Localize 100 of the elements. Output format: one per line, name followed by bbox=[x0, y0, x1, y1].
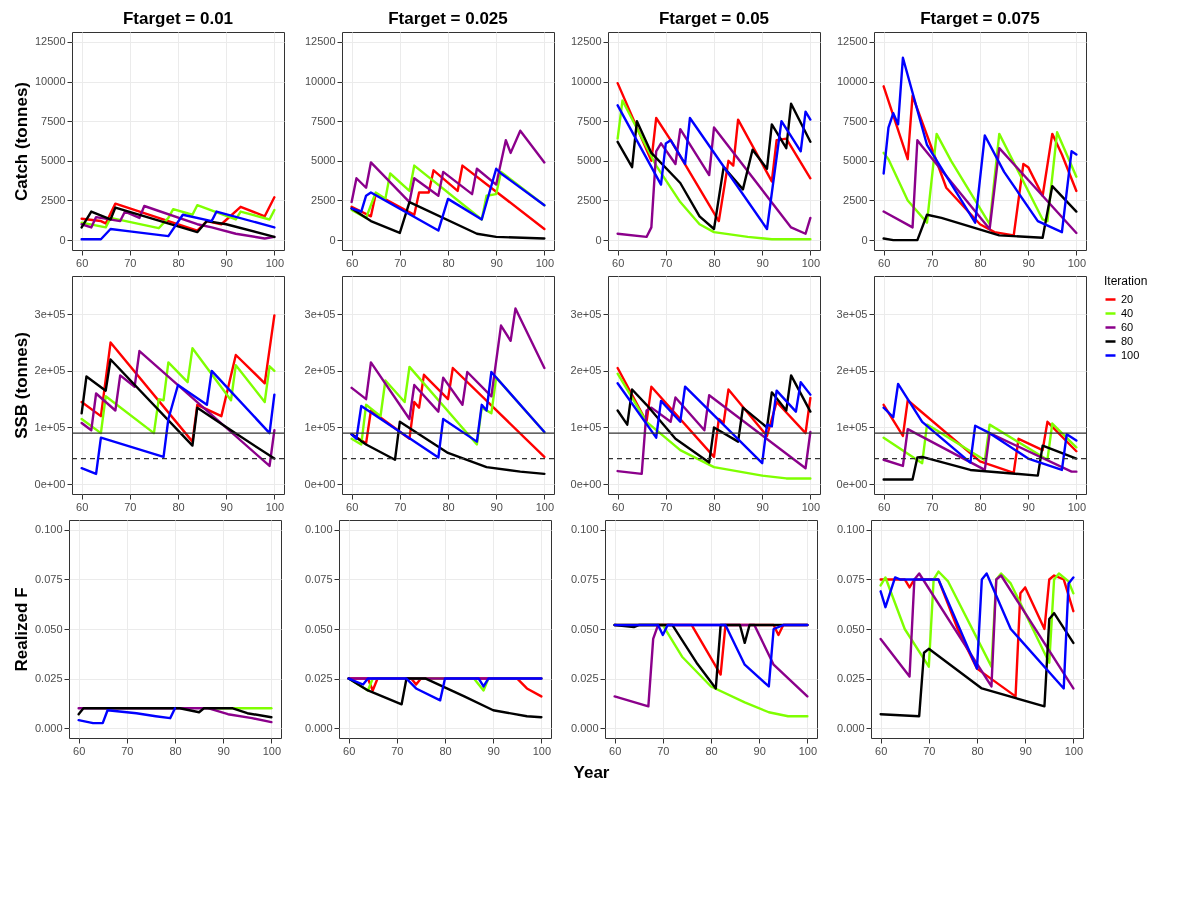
y-tick-label: 2e+05 bbox=[34, 364, 66, 377]
chart-title: Ftarget = 0.075 bbox=[920, 9, 1040, 28]
y-tick-label: 1e+05 bbox=[304, 420, 336, 433]
y-tick-label: 0.000 bbox=[34, 721, 63, 734]
y-tick-label: 10000 bbox=[304, 75, 336, 88]
x-tick-label: 100 bbox=[535, 256, 555, 269]
x-tick-label: 90 bbox=[1022, 256, 1035, 269]
x-tick-label: 100 bbox=[798, 744, 818, 757]
x-tick-label: 60 bbox=[612, 256, 625, 269]
y-axis-title: Realized F bbox=[11, 587, 31, 672]
legend-title: Iteration bbox=[1104, 274, 1148, 288]
x-tick-label: 80 bbox=[974, 500, 987, 513]
y-tick-label: 3e+05 bbox=[570, 307, 602, 320]
y-tick-label: 0.000 bbox=[304, 721, 333, 734]
x-tick-label: 70 bbox=[124, 256, 137, 269]
legend-label: 100 bbox=[1121, 348, 1140, 361]
y-tick-label: 10000 bbox=[34, 75, 66, 88]
y-tick-label: 10000 bbox=[570, 75, 602, 88]
y-tick-label: 0 bbox=[59, 233, 66, 246]
y-tick-label: 3e+05 bbox=[304, 307, 336, 320]
x-tick-label: 70 bbox=[124, 500, 137, 513]
y-tick-label: 2500 bbox=[311, 193, 336, 206]
y-tick-label: 0.100 bbox=[570, 523, 599, 536]
x-tick-label: 100 bbox=[532, 744, 552, 757]
y-tick-label: 5000 bbox=[577, 154, 602, 167]
x-tick-label: 100 bbox=[535, 500, 555, 513]
chart-title: Ftarget = 0.05 bbox=[658, 9, 770, 28]
y-tick-label: 0.100 bbox=[34, 523, 63, 536]
x-tick-label: 70 bbox=[394, 256, 407, 269]
y-tick-label: 0e+00 bbox=[304, 477, 336, 490]
x-tick-label: 60 bbox=[343, 744, 356, 757]
x-tick-label: 80 bbox=[439, 744, 452, 757]
x-tick-label: 100 bbox=[265, 256, 285, 269]
y-tick-label: 0.075 bbox=[304, 572, 333, 585]
y-tick-label: 7500 bbox=[311, 114, 336, 127]
y-axis-title: SSB (tonnes) bbox=[11, 332, 31, 439]
x-tick-label: 60 bbox=[346, 500, 359, 513]
legend-label: 40 bbox=[1121, 306, 1134, 319]
y-tick-label: 0 bbox=[329, 233, 336, 246]
y-tick-label: 0.050 bbox=[34, 622, 63, 635]
y-tick-label: 0 bbox=[595, 233, 602, 246]
x-tick-label: 70 bbox=[391, 744, 404, 757]
legend-label: 60 bbox=[1121, 320, 1134, 333]
y-tick-label: 12500 bbox=[570, 35, 602, 48]
y-tick-label: 0.000 bbox=[836, 721, 865, 734]
y-tick-label: 7500 bbox=[41, 114, 66, 127]
x-tick-label: 80 bbox=[971, 744, 984, 757]
y-tick-label: 12500 bbox=[836, 35, 868, 48]
x-tick-label: 60 bbox=[76, 256, 89, 269]
y-tick-label: 1e+05 bbox=[836, 420, 868, 433]
x-tick-label: 100 bbox=[262, 744, 282, 757]
x-tick-label: 100 bbox=[1064, 744, 1084, 757]
y-tick-label: 0.050 bbox=[570, 622, 599, 635]
x-tick-label: 80 bbox=[705, 744, 718, 757]
y-tick-label: 2e+05 bbox=[570, 364, 602, 377]
x-tick-label: 70 bbox=[926, 500, 939, 513]
y-tick-label: 0e+00 bbox=[34, 477, 66, 490]
y-tick-label: 1e+05 bbox=[34, 420, 66, 433]
x-tick-label: 80 bbox=[442, 256, 455, 269]
y-tick-label: 0.100 bbox=[836, 523, 865, 536]
chart-title: Ftarget = 0.01 bbox=[122, 9, 234, 28]
y-tick-label: 2e+05 bbox=[836, 364, 868, 377]
y-tick-label: 2500 bbox=[577, 193, 602, 206]
y-tick-label: 10000 bbox=[836, 75, 868, 88]
x-tick-label: 60 bbox=[609, 744, 622, 757]
y-tick-label: 0.100 bbox=[304, 523, 333, 536]
x-tick-label: 80 bbox=[708, 256, 721, 269]
y-tick-label: 2500 bbox=[843, 193, 868, 206]
legend-label: 80 bbox=[1121, 334, 1134, 347]
y-tick-label: 12500 bbox=[304, 35, 336, 48]
x-tick-label: 80 bbox=[974, 256, 987, 269]
y-axis-title: Catch (tonnes) bbox=[11, 82, 31, 201]
x-tick-label: 90 bbox=[220, 256, 233, 269]
x-tick-label: 70 bbox=[121, 744, 134, 757]
x-tick-label: 70 bbox=[660, 256, 673, 269]
x-tick-label: 60 bbox=[612, 500, 625, 513]
x-tick-label: 90 bbox=[756, 256, 769, 269]
y-tick-label: 0.050 bbox=[304, 622, 333, 635]
x-tick-label: 60 bbox=[875, 744, 888, 757]
y-tick-label: 3e+05 bbox=[836, 307, 868, 320]
x-tick-label: 80 bbox=[169, 744, 182, 757]
x-tick-label: 90 bbox=[1019, 744, 1032, 757]
x-tick-label: 100 bbox=[801, 500, 821, 513]
y-tick-label: 0e+00 bbox=[570, 477, 602, 490]
y-tick-label: 0.075 bbox=[34, 572, 63, 585]
y-tick-label: 2500 bbox=[41, 193, 66, 206]
y-tick-label: 7500 bbox=[843, 114, 868, 127]
x-tick-label: 90 bbox=[490, 500, 503, 513]
x-tick-label: 60 bbox=[76, 500, 89, 513]
x-tick-label: 90 bbox=[487, 744, 500, 757]
y-tick-label: 5000 bbox=[41, 154, 66, 167]
x-tick-label: 70 bbox=[657, 744, 670, 757]
y-tick-label: 12500 bbox=[34, 35, 66, 48]
x-tick-label: 90 bbox=[490, 256, 503, 269]
y-tick-label: 0.025 bbox=[836, 672, 865, 685]
x-tick-label: 90 bbox=[1022, 500, 1035, 513]
y-tick-label: 2e+05 bbox=[304, 364, 336, 377]
y-tick-label: 3e+05 bbox=[34, 307, 66, 320]
x-tick-label: 90 bbox=[756, 500, 769, 513]
x-tick-label: 100 bbox=[1067, 500, 1087, 513]
